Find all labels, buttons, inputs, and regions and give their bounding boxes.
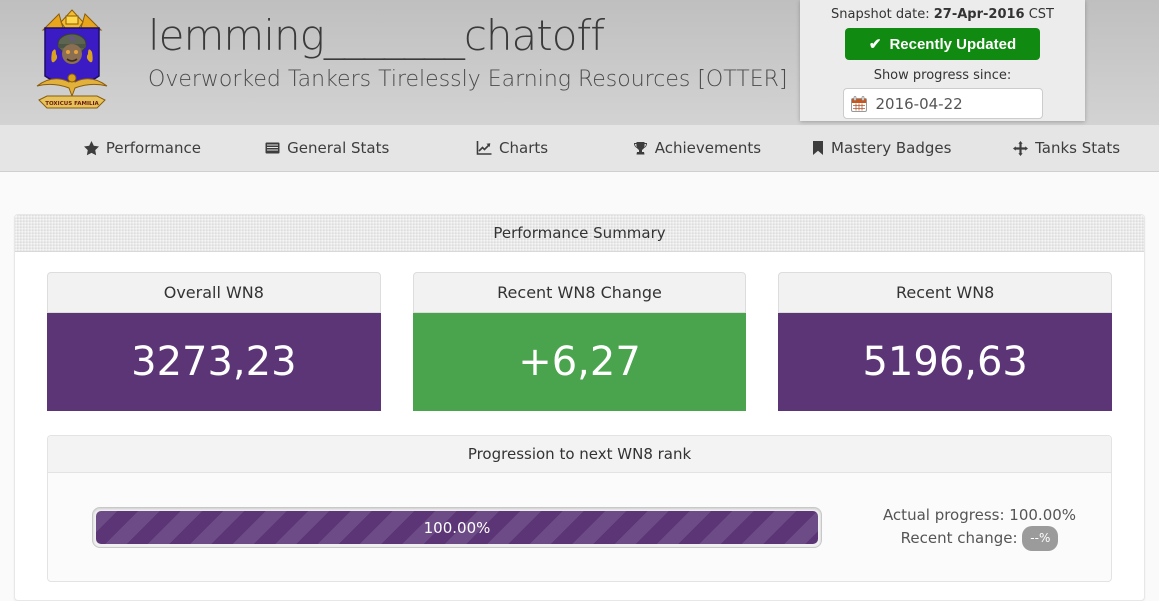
move-icon	[1013, 140, 1029, 156]
panel-title: Performance Summary	[15, 215, 1144, 252]
logo-banner-text: TOXICUS FAMILIA	[45, 101, 99, 107]
list-icon	[265, 141, 280, 155]
nav-label: Tanks Stats	[1035, 139, 1121, 157]
stat-card-title: Recent WN8	[778, 272, 1113, 313]
snapshot-date-line: Snapshot date: 27-Apr-2016 CST	[800, 7, 1085, 22]
progress-date-value: 2016-04-22	[875, 94, 963, 113]
nav-label: Mastery Badges	[831, 139, 952, 157]
clan-subtitle: Overworked Tankers Tirelessly Earning Re…	[148, 67, 788, 92]
progression-body: 100.00% Actual progress: 100.00% Recent …	[48, 473, 1111, 581]
snapshot-date-label: Snapshot date:	[830, 7, 930, 22]
stat-card-title: Recent WN8 Change	[412, 272, 747, 313]
show-progress-label: Show progress since:	[873, 68, 1012, 83]
performance-summary-panel: Performance Summary Overall WN8 3273,23 …	[14, 214, 1145, 601]
nav-label: Performance	[105, 139, 201, 157]
recent-change-badge: --%	[1022, 526, 1059, 551]
stat-card-value: 5196,63	[778, 313, 1113, 411]
clan-crest-logo: % TOXICUS FAMILIA	[36, 9, 108, 109]
progress-percent-label: 100.00%	[423, 518, 491, 537]
stat-card-overall-wn8: Overall WN8 3273,23	[47, 272, 381, 411]
progress-date-input[interactable]: 2016-04-22	[842, 88, 1043, 119]
calendar-icon	[850, 95, 867, 112]
page-header: % TOXICUS FAMILIA lemming_______chatoff …	[0, 0, 1159, 125]
stat-card-value: 3273,23	[47, 313, 381, 411]
main-content: Performance Summary Overall WN8 3273,23 …	[0, 172, 1159, 601]
stat-card-recent-wn8-change: Recent WN8 Change +6,27	[412, 272, 747, 411]
stat-cards-row: Overall WN8 3273,23 Recent WN8 Change +6…	[47, 272, 1113, 411]
nav-item-charts[interactable]: Charts	[420, 125, 605, 171]
nav-item-performance[interactable]: Performance	[50, 125, 235, 171]
bookmark-icon	[812, 141, 824, 155]
snapshot-date-value: 27-Apr-2016	[933, 7, 1025, 22]
recently-updated-label: Recently Updated	[889, 35, 1017, 53]
nav-label: Charts	[499, 139, 549, 157]
nav-item-tanks-stats[interactable]: Tanks Stats	[974, 125, 1159, 171]
recent-change-label: Recent change:	[900, 529, 1018, 547]
nav-item-general-stats[interactable]: General Stats	[235, 125, 420, 171]
check-icon: ✔	[868, 36, 882, 53]
actual-progress-label: Actual progress:	[882, 506, 1005, 524]
stat-card-value: +6,27	[412, 313, 747, 411]
recent-change-line: Recent change: --%	[878, 526, 1081, 551]
svg-text:%: %	[69, 35, 76, 43]
progression-title: Progression to next WN8 rank	[48, 436, 1111, 473]
player-name: lemming_______chatoff	[148, 11, 605, 60]
wn8-progress-bar-fill: 100.00%	[96, 511, 818, 544]
title-block: lemming_______chatoff Overworked Tankers…	[148, 8, 787, 92]
star-icon	[83, 140, 99, 156]
chart-icon	[476, 140, 492, 156]
trophy-icon	[633, 141, 648, 156]
stat-card-title: Overall WN8	[47, 272, 381, 313]
wn8-progress-bar: 100.00%	[92, 507, 822, 548]
main-nav: Performance General Stats Charts Achieve…	[0, 125, 1159, 172]
nav-label: General Stats	[287, 139, 390, 157]
progression-info: Actual progress: 100.00% Recent change: …	[878, 504, 1081, 551]
stat-card-recent-wn8: Recent WN8 5196,63	[778, 272, 1113, 411]
nav-item-mastery-badges[interactable]: Mastery Badges	[789, 125, 974, 171]
panel-body: Overall WN8 3273,23 Recent WN8 Change +6…	[15, 252, 1144, 600]
actual-progress-value: 100.00%	[1009, 506, 1077, 524]
snapshot-timezone: CST	[1028, 7, 1054, 22]
recently-updated-button[interactable]: ✔ Recently Updated	[844, 28, 1041, 60]
nav-item-achievements[interactable]: Achievements	[604, 125, 789, 171]
snapshot-panel: Snapshot date: 27-Apr-2016 CST ✔ Recentl…	[800, 0, 1085, 121]
actual-progress-line: Actual progress: 100.00%	[878, 504, 1081, 526]
nav-label: Achievements	[654, 139, 762, 157]
progression-panel: Progression to next WN8 rank 100.00% Act…	[47, 435, 1112, 582]
